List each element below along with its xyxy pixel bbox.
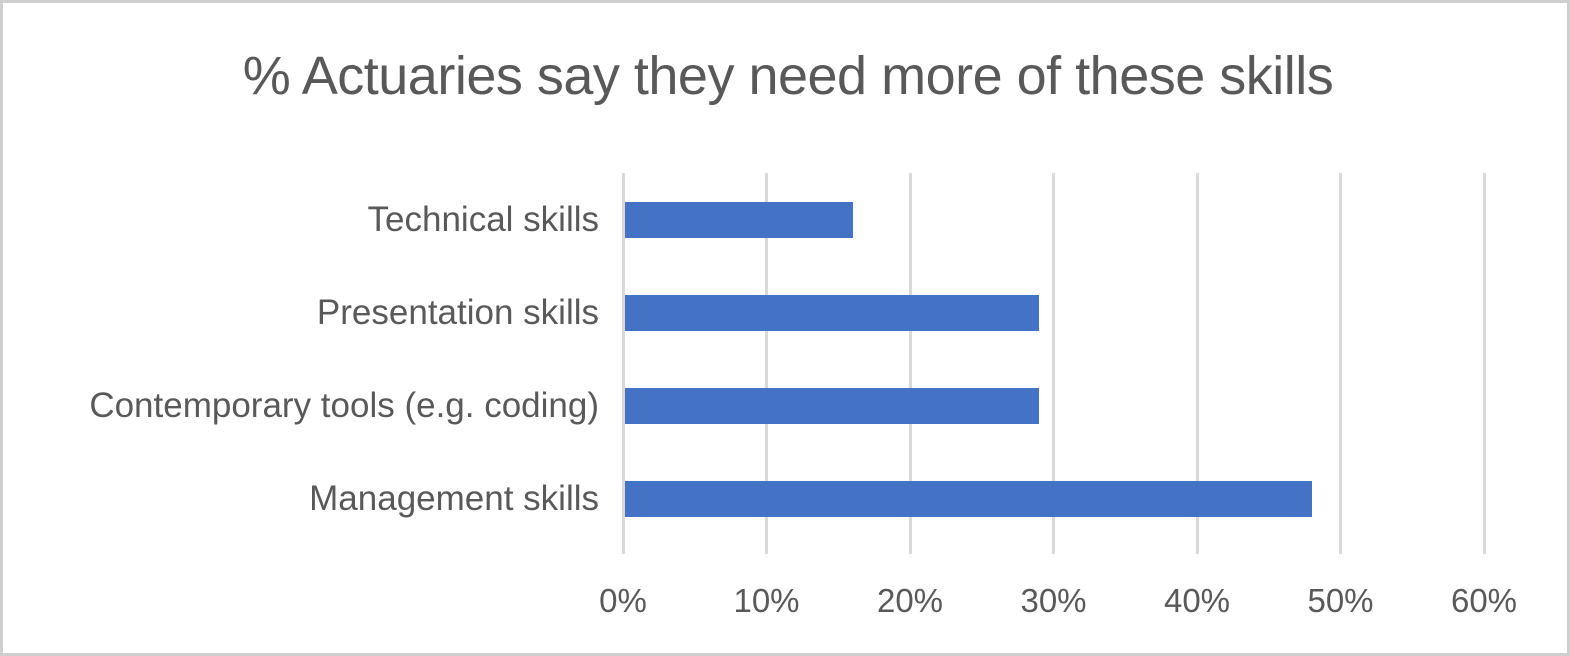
x-tick-label-10pct: 10%: [733, 582, 800, 619]
gridline-40pct: [1195, 173, 1199, 554]
bar-management-skills: [624, 481, 1312, 518]
gridline-60pct: [1482, 173, 1486, 554]
x-tick-label-20pct: 20%: [876, 582, 944, 619]
x-tick-label-40pct: 40%: [1163, 582, 1231, 619]
bar-technical-skills: [624, 201, 853, 238]
gridline-20pct: [908, 173, 912, 554]
gridline-50pct: [1339, 173, 1342, 554]
gridline-0pct: [621, 173, 625, 554]
gridline-30pct: [1052, 173, 1055, 554]
category-label-presentation-skills: Presentation skills: [316, 292, 599, 332]
category-label-contemporary-tools-e-g-coding: Contemporary tools (e.g. coding): [89, 386, 599, 426]
bar-presentation-skills: [624, 294, 1040, 331]
x-tick-label-30pct: 30%: [1020, 582, 1087, 619]
x-tick-label-50pct: 50%: [1307, 582, 1374, 619]
bar-contemporary-tools-e-g-coding: [624, 388, 1040, 425]
chart-title: % Actuaries say they need more of these …: [242, 46, 1334, 106]
category-label-management-skills: Management skills: [309, 479, 599, 519]
category-label-technical-skills: Technical skills: [367, 199, 599, 239]
gridline-10pct: [765, 173, 768, 554]
x-tick-label-0pct: 0%: [599, 582, 647, 619]
x-tick-label-60pct: 60%: [1450, 582, 1518, 619]
